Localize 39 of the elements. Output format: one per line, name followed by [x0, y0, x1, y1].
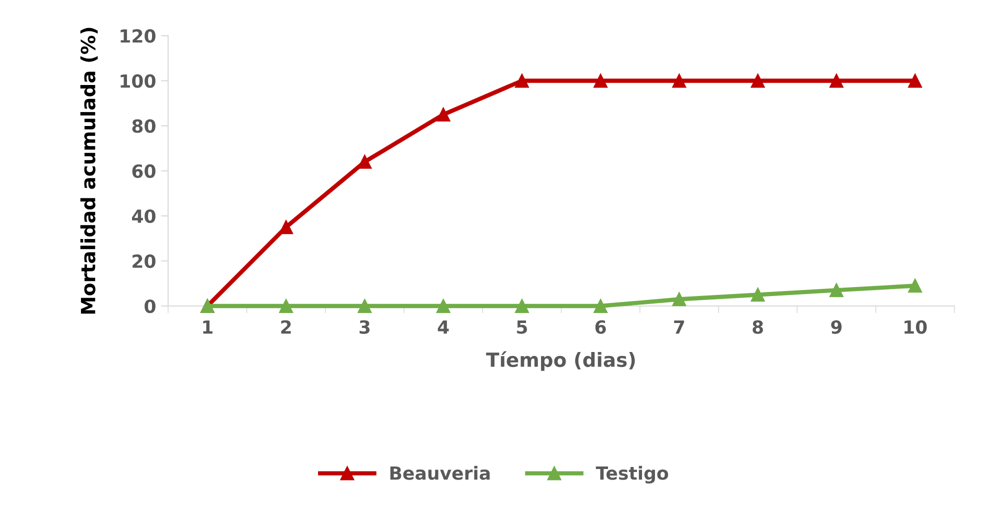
- point: [515, 299, 529, 313]
- point: [908, 278, 922, 293]
- point: [830, 74, 844, 88]
- y-tick-label: 40: [132, 209, 156, 224]
- point: [279, 299, 294, 313]
- y-tick-label: 60: [132, 164, 156, 178]
- x-tick-label: 9: [831, 320, 842, 334]
- point: [436, 299, 450, 313]
- y-tick-label: 80: [132, 119, 156, 133]
- point: [672, 74, 686, 88]
- y-tick-label: 0: [144, 299, 156, 314]
- x-tick-label: 6: [595, 320, 606, 334]
- legend-label: Testigo: [596, 466, 668, 484]
- point: [358, 154, 372, 169]
- point: [750, 74, 765, 88]
- point: [672, 292, 686, 306]
- y-tick-label: 100: [120, 74, 156, 88]
- point: [594, 299, 608, 313]
- x-tick-label: 10: [904, 320, 927, 334]
- x-tick-label: 2: [281, 320, 291, 334]
- point: [358, 299, 372, 313]
- x-tick-label: 8: [752, 320, 763, 334]
- y-tick-label: 120: [120, 29, 156, 43]
- legend-label: Beauveria: [390, 466, 490, 480]
- y-tick-label: 20: [132, 254, 156, 268]
- point: [594, 74, 608, 88]
- point: [279, 220, 294, 234]
- x-tick-label: 4: [438, 320, 449, 334]
- point: [436, 108, 450, 122]
- x-tick-label: 3: [360, 320, 370, 334]
- point: [515, 74, 529, 88]
- point: [830, 283, 844, 298]
- y-axis-title: Mortalidad acumulada (%): [80, 28, 98, 314]
- x-tick-label: 1: [203, 320, 212, 334]
- point: [908, 74, 922, 88]
- x-tick-label: 7: [674, 320, 684, 334]
- point: [750, 288, 765, 302]
- x-tick-label: 5: [517, 320, 527, 334]
- x-axis-title: Tíempo (dias): [486, 351, 635, 371]
